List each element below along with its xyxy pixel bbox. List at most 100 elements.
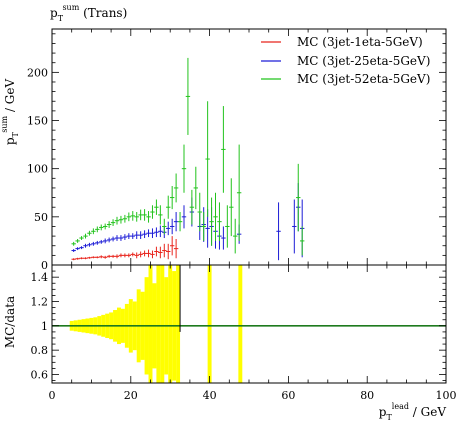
ratio-band-spike [238,265,243,383]
series-2-point [71,249,76,252]
series-3-point [79,236,84,240]
series-1-point [122,253,128,258]
chart-title: pTsum (Trans) [50,3,127,23]
series-1-point [99,255,104,259]
series-2-point [173,212,179,232]
legend-label-2: MC (3jet-25eta-5GeV) [297,54,430,68]
series-3-point [150,205,155,219]
ratio-y-tick-label: 1 [41,320,48,333]
series-1-point [162,243,167,258]
ratio-band-spike [207,265,212,383]
series-1-point [130,252,135,257]
series-1-point [106,254,112,258]
series-3-point [233,218,238,254]
series-1-point [75,257,80,260]
ratio-y-axis-label: MC/data [3,296,17,348]
series-1-point [110,254,116,258]
series-2-point [99,239,104,244]
series-3-point [75,238,80,243]
series-3-point [95,226,100,233]
series-2-point [106,237,112,243]
series-2-point [142,230,147,239]
series-2-point [221,226,226,250]
series-2-point [87,242,92,247]
series-2-point [276,202,281,261]
ratio-y-tick-label: 1.4 [31,271,49,284]
series-3-point [91,228,96,235]
series-2-point [146,229,151,238]
series-2-point [150,228,155,239]
series-3-point [83,233,88,239]
ratio-y-tick-label: 1.2 [31,295,49,308]
series-3-point [87,230,92,236]
series-1-point [91,256,96,259]
x-tick-label: 100 [436,389,457,402]
legend-entry-1: MC (3jet-1eta-5GeV) [261,35,423,49]
x-tick-label: 20 [124,389,138,402]
series-2-point [79,246,84,250]
series-3-point [154,199,159,215]
series-3-point [130,211,135,221]
series-2-point [95,240,100,245]
series-2-point [118,235,124,241]
series-2-point [83,243,88,248]
series-1-point [150,250,155,259]
series-2-point [130,233,135,239]
ratio-band-bin [160,265,165,383]
series-3-point [225,205,230,248]
series-2-point [102,238,108,244]
series-2-point [122,234,128,240]
series-3-point [114,216,120,225]
series-3-point [229,178,234,237]
series-2-point [138,231,143,239]
ratio-y-tick-label: 0.6 [31,368,49,381]
x-axis-label: pTlead / GeV [379,402,447,422]
main-y-axis-label: pTsum / GeV [0,79,20,146]
series-3-point [209,197,214,246]
series-3-point [201,212,206,241]
series-2-point [158,225,163,238]
legend-label-3: MC (3jet-52eta-5GeV) [297,72,430,86]
x-tick-label: 60 [281,389,295,402]
series-3-point [166,195,171,219]
series-1-point [142,250,147,257]
series-1-point [102,255,108,259]
series-1-point [114,254,120,259]
series-2-point [134,231,139,239]
ratio-y-tick-label: 0.8 [31,344,49,357]
series-3-point [299,226,305,256]
series-3-point [126,212,132,222]
legend-entry-3: MC (3jet-52eta-5GeV) [261,72,430,86]
series-3-point [189,189,195,225]
series-3-point [142,209,147,221]
series-2-point [75,247,80,251]
x-tick-label: 40 [203,389,217,402]
series-1-point [138,251,143,258]
series-3-point [169,186,175,210]
series-3-point [158,205,163,225]
legend-label-1: MC (3jet-1eta-5GeV) [297,35,423,49]
series-3-point [134,212,139,222]
ratio-panel [52,265,446,383]
series-3-point [102,223,108,230]
series-2-point [292,199,297,254]
series-3-point [122,214,128,223]
series-3-point [185,57,191,135]
series-1-point [173,238,179,259]
series-3-point [296,163,301,232]
series-1-point [126,253,132,258]
legend-entry-2: MC (3jet-25eta-5GeV) [261,54,430,68]
series-2-point [181,205,187,229]
series-3-point [193,166,199,210]
series-3-point [177,212,183,232]
main-y-tick-label: 50 [34,211,48,224]
series-2-point [91,241,96,246]
series-3-point [162,218,167,235]
x-tick-label: 0 [49,389,56,402]
ratio-band-bin [156,265,161,383]
series-1-point [169,236,175,256]
series-3-point [106,221,112,228]
series-1-point [79,257,84,260]
series-2-point [126,233,132,239]
